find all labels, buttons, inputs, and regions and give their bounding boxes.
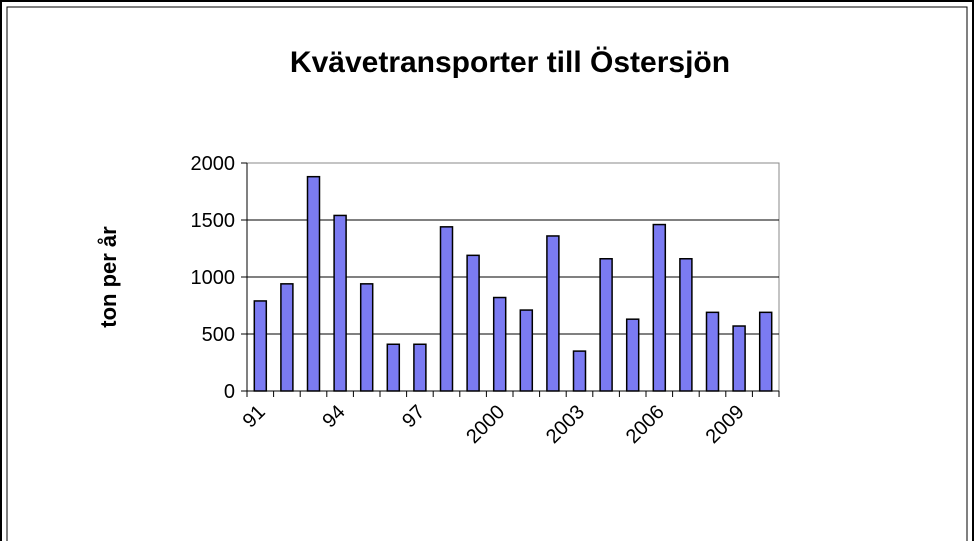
bar <box>413 343 427 392</box>
bar <box>359 283 374 392</box>
bar <box>306 175 321 392</box>
x-tick-label: 2006 <box>622 401 669 448</box>
bar <box>546 235 560 392</box>
x-tick-label: 97 <box>398 401 429 432</box>
bar <box>253 300 268 392</box>
bar <box>652 223 667 392</box>
y-axis-label: ton per år <box>96 226 121 328</box>
bar <box>280 283 294 392</box>
bar <box>519 309 534 392</box>
x-tick-label: 91 <box>239 401 270 432</box>
bar <box>758 311 773 392</box>
bar <box>705 311 720 392</box>
bar <box>625 318 640 392</box>
x-tick-label: 2009 <box>702 401 749 448</box>
bar <box>386 343 401 392</box>
bar <box>492 296 507 392</box>
y-tick-label: 1500 <box>191 210 236 232</box>
bar <box>732 325 746 392</box>
bar <box>679 258 693 392</box>
bar <box>333 214 347 392</box>
inner-frame <box>6 6 968 546</box>
y-tick-label: 1000 <box>191 267 236 289</box>
y-tick-label: 2000 <box>191 153 236 175</box>
bar <box>439 226 454 392</box>
bar <box>572 350 587 392</box>
chart-title: Kvävetransporter till Östersjön <box>290 46 730 79</box>
y-tick-label: 500 <box>202 324 235 346</box>
x-tick-label: 2003 <box>542 401 589 448</box>
y-tick-label: 0 <box>224 381 235 403</box>
bar <box>466 254 480 392</box>
bar <box>599 258 613 392</box>
x-tick-label: 2000 <box>462 401 509 448</box>
x-tick-label: 94 <box>318 401 349 432</box>
